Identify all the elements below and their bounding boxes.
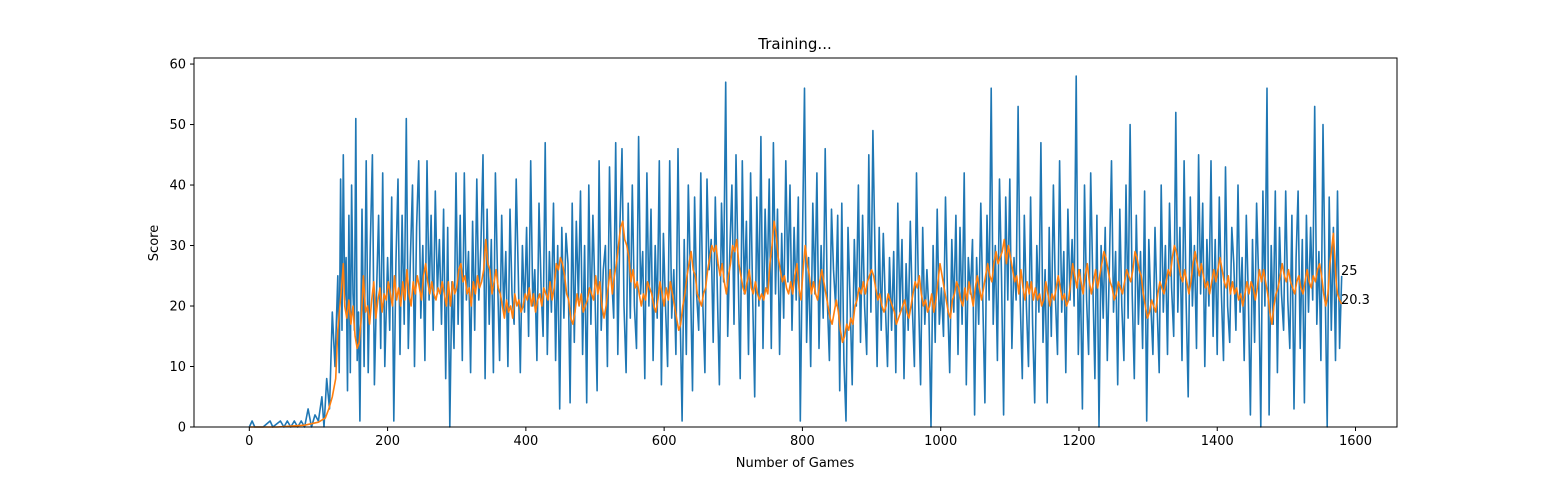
x-axis-label: Number of Games [736, 456, 855, 471]
x-tick-label: 1200 [1062, 434, 1095, 449]
end-label-score: 25 [1341, 264, 1358, 279]
x-tick-label: 1400 [1201, 434, 1234, 449]
y-tick-label: 0 [178, 421, 186, 436]
series-line-mean_scores [249, 220, 1343, 428]
y-tick-label: 60 [169, 58, 186, 73]
y-axis-label: Score [147, 225, 162, 261]
y-tick-label: 20 [169, 300, 186, 315]
y-tick-label: 40 [169, 179, 186, 194]
series-line-scores [248, 75, 1343, 428]
x-tick-label: 1600 [1339, 434, 1372, 449]
y-axis-ticks: 0 10 20 30 40 50 60 [169, 58, 194, 436]
y-tick-label: 30 [169, 239, 186, 254]
x-tick-label: 0 [245, 434, 253, 449]
plot-area [193, 57, 1398, 428]
x-tick-label: 400 [513, 434, 538, 449]
series-layer [248, 75, 1343, 428]
x-tick-label: 800 [790, 434, 815, 449]
x-tick-label: 1000 [924, 434, 957, 449]
plot-border [193, 57, 1398, 428]
chart-title: Training... [757, 35, 832, 53]
y-tick-label: 10 [169, 360, 186, 375]
y-tick-label: 50 [169, 118, 186, 133]
x-tick-label: 200 [375, 434, 400, 449]
x-axis-ticks: 0 200 400 600 800 1000 1200 1400 1600 [245, 427, 1372, 449]
end-label-mean-score: 20.3 [1341, 293, 1370, 308]
x-tick-label: 600 [652, 434, 677, 449]
